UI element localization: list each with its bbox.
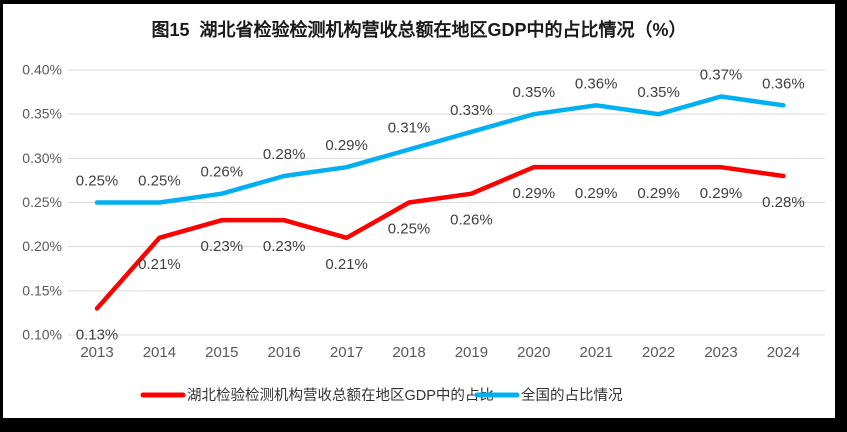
hubei-data-label: 0.13% bbox=[76, 327, 119, 344]
y-axis-tick-label: 0.15% bbox=[22, 282, 62, 298]
national-series-line bbox=[94, 94, 786, 205]
legend-label-national: 全国的占比情况 bbox=[521, 386, 623, 404]
national-data-label: 0.36% bbox=[762, 75, 805, 92]
national-data-label: 0.35% bbox=[637, 84, 680, 101]
chart-title: 图15 湖北省检验检测机构营收总额在地区GDP中的占比情况（%） bbox=[151, 20, 687, 40]
hubei-data-label: 0.29% bbox=[575, 185, 618, 202]
hubei-series-line bbox=[94, 164, 786, 311]
hubei-data-label: 0.23% bbox=[201, 238, 244, 255]
y-axis-tick-label: 0.25% bbox=[22, 194, 62, 210]
x-axis-label: 2014 bbox=[143, 344, 176, 361]
national-data-label: 0.37% bbox=[700, 67, 743, 84]
hubei-data-label: 0.29% bbox=[700, 185, 743, 202]
national-data-label: 0.29% bbox=[325, 137, 368, 154]
y-axis-tick-label: 0.20% bbox=[22, 238, 62, 254]
x-axis-label: 2022 bbox=[642, 344, 675, 361]
x-axis-label: 2024 bbox=[767, 344, 800, 361]
hubei-data-label: 0.23% bbox=[263, 238, 306, 255]
x-axis-label: 2017 bbox=[330, 344, 363, 361]
legend-label-hubei: 湖北检验检测机构营收总额在地区GDP中的占比 bbox=[187, 387, 494, 404]
line-chart: 0.40% 0.35% 0.30% 0.25% 0.20% 0.15% 0.10% 2013 2… bbox=[22, 62, 825, 404]
hubei-data-label: 0.28% bbox=[762, 194, 805, 211]
national-data-label: 0.35% bbox=[513, 84, 556, 101]
x-axis-label: 2021 bbox=[580, 344, 613, 361]
x-axis-label: 2020 bbox=[517, 344, 550, 361]
x-axis-label: 2013 bbox=[80, 344, 113, 361]
hubei-data-label: 0.21% bbox=[325, 256, 368, 273]
national-data-label: 0.33% bbox=[450, 102, 493, 119]
hubei-data-label: 0.21% bbox=[138, 256, 181, 273]
hubei-data-label: 0.25% bbox=[388, 221, 431, 238]
national-data-label: 0.36% bbox=[575, 75, 618, 92]
x-axis-label: 2015 bbox=[205, 344, 238, 361]
national-data-label: 0.25% bbox=[138, 173, 181, 190]
x-axis-label: 2019 bbox=[455, 344, 488, 361]
hubei-data-label: 0.29% bbox=[513, 185, 556, 202]
y-axis-tick-label: 0.10% bbox=[22, 327, 62, 343]
national-data-label: 0.26% bbox=[201, 164, 244, 181]
x-axis-label: 2018 bbox=[392, 344, 425, 361]
y-axis-tick-label: 0.35% bbox=[22, 106, 62, 122]
national-data-label: 0.25% bbox=[76, 173, 119, 190]
x-axis-label: 2016 bbox=[268, 344, 301, 361]
y-axis-tick-label: 0.30% bbox=[22, 150, 62, 166]
y-axis-tick-label: 0.40% bbox=[22, 62, 62, 78]
hubei-data-label: 0.26% bbox=[450, 212, 493, 229]
hubei-data-label: 0.29% bbox=[637, 185, 680, 202]
national-data-label: 0.31% bbox=[388, 120, 431, 137]
x-axis-label: 2023 bbox=[704, 344, 737, 361]
national-data-label: 0.28% bbox=[263, 146, 306, 163]
